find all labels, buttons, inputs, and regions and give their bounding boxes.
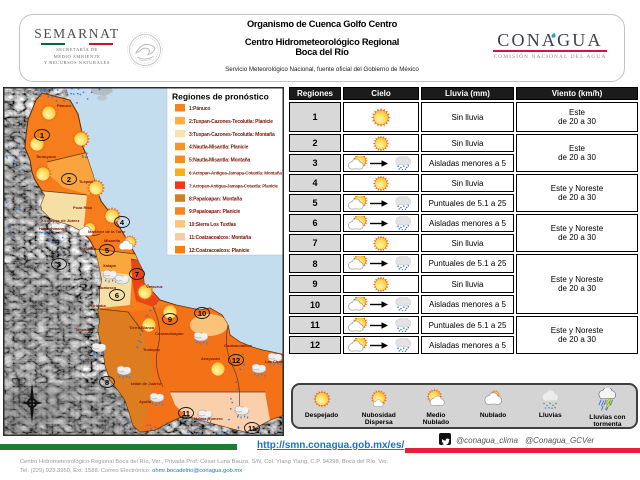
svg-text:8: 8: [105, 378, 109, 387]
svg-text:11: 11: [248, 424, 256, 433]
svg-text:12: 12: [232, 356, 240, 365]
svg-text:3:Tuxpan-Cazones-Tecolutla: Mo: 3:Tuxpan-Cazones-Tecolutla: Montaña: [189, 132, 275, 138]
svg-text:Teziutlán: Teziutlán: [79, 246, 97, 251]
svg-text:6:Actopan-Antigua-Jamapa-Cotax: 6:Actopan-Antigua-Jamapa-Cotaxtla: Monta…: [189, 171, 282, 176]
svg-text:Tuxpan: Tuxpan: [79, 179, 93, 184]
svg-text:Xicotepec de Juárez: Xicotepec de Juárez: [41, 218, 79, 223]
svg-text:Huatusco: Huatusco: [98, 285, 117, 290]
svg-text:10:Sierra Los Tuxtlas: 10:Sierra Los Tuxtlas: [189, 222, 236, 228]
svg-text:4: 4: [120, 218, 125, 227]
svg-text:1: 1: [40, 131, 44, 140]
svg-text:12:Coatzacoalcos: Planicie: 12:Coatzacoalcos: Planicie: [189, 248, 250, 254]
svg-text:Martínez de la Torre: Martínez de la Torre: [88, 229, 126, 234]
svg-text:Pánuco: Pánuco: [57, 103, 72, 108]
svg-text:10: 10: [198, 309, 206, 318]
svg-text:Orizaba: Orizaba: [91, 303, 106, 308]
svg-text:7: 7: [135, 270, 139, 279]
svg-text:Misantla: Misantla: [104, 238, 121, 243]
svg-text:Matías Romero: Matías Romero: [194, 416, 223, 421]
svg-text:Veracruz: Veracruz: [146, 284, 163, 289]
svg-text:5: 5: [105, 246, 109, 255]
svg-text:Las Choapas: Las Choapas: [265, 359, 284, 364]
svg-text:5:Nautla-Misantla: Montaña: 5:Nautla-Misantla: Montaña: [189, 158, 250, 164]
svg-text:11:Coatzacoalcos: Montaña: 11:Coatzacoalcos: Montaña: [189, 235, 251, 241]
svg-text:9:Papaloapan: Planicie: 9:Papaloapan: Planicie: [189, 209, 241, 215]
svg-text:8:Papaloapan: Montaña: 8:Papaloapan: Montaña: [189, 196, 242, 202]
svg-text:Huauchinango: Huauchinango: [39, 226, 67, 231]
svg-text:Ixtlán de Juárez: Ixtlán de Juárez: [131, 381, 161, 386]
svg-text:1:Pánuco: 1:Pánuco: [189, 106, 210, 112]
svg-text:7:Actopan-Antigua-Jamapa-Cotax: 7:Actopan-Antigua-Jamapa-Cotaxtla: Plani…: [189, 183, 278, 188]
svg-text:Regiones de pronóstico: Regiones de pronóstico: [172, 92, 269, 102]
svg-text:Ayutla: Ayutla: [139, 399, 152, 404]
svg-text:6: 6: [115, 291, 119, 300]
svg-text:Tierra Blanca: Tierra Blanca: [129, 325, 155, 330]
svg-text:Acayucan: Acayucan: [201, 356, 220, 361]
svg-text:3: 3: [57, 260, 61, 269]
svg-text:Tuxtepec: Tuxtepec: [143, 347, 161, 352]
svg-text:Tantoyuca: Tantoyuca: [36, 154, 56, 159]
svg-text:Coatzacoalcos: Coatzacoalcos: [224, 343, 253, 348]
svg-text:Poza Rica: Poza Rica: [73, 205, 93, 210]
svg-text:2: 2: [67, 175, 71, 184]
svg-text:4:Nautla-Misantla: Planicie: 4:Nautla-Misantla: Planicie: [189, 145, 249, 151]
svg-text:Tehuacán: Tehuacán: [75, 327, 94, 332]
svg-text:Cosamaloapan: Cosamaloapan: [155, 331, 184, 336]
svg-text:9: 9: [168, 315, 172, 324]
svg-text:2:Tuxpan-Cazones-Tecolutla: Pl: 2:Tuxpan-Cazones-Tecolutla: Planicie: [189, 119, 273, 125]
svg-text:Xalapa: Xalapa: [103, 263, 117, 268]
svg-text:11: 11: [182, 409, 190, 418]
